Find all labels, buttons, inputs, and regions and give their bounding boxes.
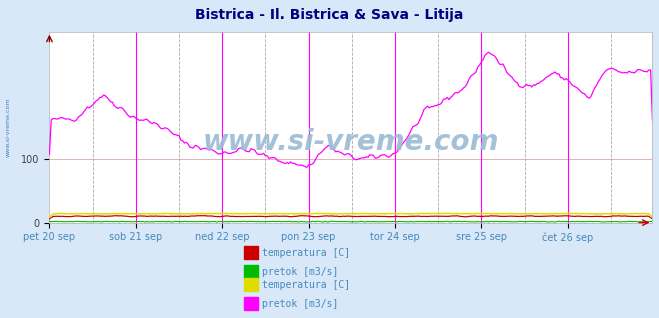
Text: temperatura [C]: temperatura [C] <box>262 280 351 290</box>
Text: Bistrica - Il. Bistrica & Sava - Litija: Bistrica - Il. Bistrica & Sava - Litija <box>195 8 464 22</box>
Text: www.si-vreme.com: www.si-vreme.com <box>203 128 499 156</box>
Text: www.si-vreme.com: www.si-vreme.com <box>5 97 11 157</box>
Text: pretok [m3/s]: pretok [m3/s] <box>262 267 339 277</box>
Text: temperatura [C]: temperatura [C] <box>262 248 351 258</box>
Text: pretok [m3/s]: pretok [m3/s] <box>262 299 339 309</box>
